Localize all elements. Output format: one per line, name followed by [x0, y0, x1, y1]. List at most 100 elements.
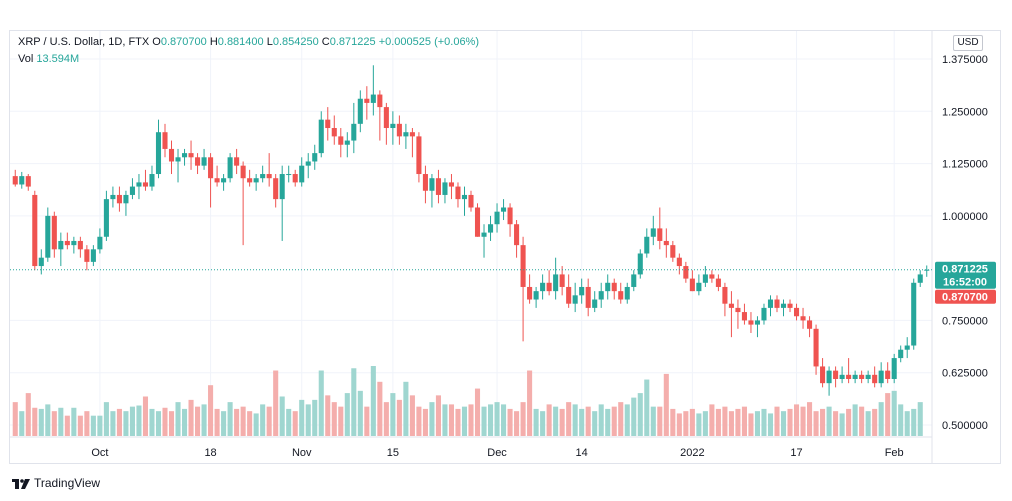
volume-bar	[318, 370, 324, 436]
volume-bar	[90, 415, 96, 436]
candle-body	[208, 157, 214, 179]
candle-body	[650, 228, 656, 237]
volume-bar	[77, 415, 83, 436]
y-axis-tick-label: 1.250000	[942, 106, 988, 118]
volume-bar	[123, 411, 129, 436]
volume-bar	[637, 393, 643, 436]
volume-bar	[195, 406, 201, 436]
x-axis-tick-label: 2022	[680, 447, 704, 459]
volume-bar	[110, 411, 116, 436]
volume-bar	[286, 408, 292, 436]
candle-body	[442, 182, 448, 195]
candle-body	[774, 299, 780, 308]
candle-body	[904, 345, 910, 350]
volume-bar	[129, 406, 135, 436]
candle-body	[702, 274, 708, 283]
volume-bar	[448, 404, 455, 436]
volume-bar	[807, 402, 813, 436]
volume-bar	[175, 402, 181, 436]
x-axis-tick-label: 17	[790, 447, 802, 459]
candle-body	[461, 194, 468, 200]
currency-button[interactable]: USD	[953, 35, 983, 51]
volume-bar	[253, 413, 259, 436]
volume-bar	[598, 404, 604, 436]
volume-bar	[813, 411, 819, 436]
volume-bar	[820, 408, 826, 436]
volume-bar	[761, 408, 767, 436]
open-value: 0.870700	[160, 36, 207, 48]
candle-body	[748, 320, 754, 325]
y-axis-tick-label: 0.750000	[942, 315, 988, 327]
candle-body	[924, 269, 930, 271]
volume-bar	[403, 381, 409, 436]
candle-body	[728, 303, 734, 308]
volume-bar	[312, 399, 318, 436]
volume-bar	[592, 411, 598, 436]
volume-bar	[872, 408, 878, 436]
candlestick-chart[interactable]: 1.375000 1.250000 1.125000 1.000000 0.750000…	[0, 0, 1012, 470]
footer[interactable]: TradingView	[12, 476, 100, 490]
candle-body	[540, 282, 546, 292]
volume-bar	[566, 402, 572, 436]
candle-body	[917, 274, 923, 283]
volume-bar	[292, 411, 298, 436]
candle-body	[188, 153, 194, 158]
candle-body	[533, 291, 539, 300]
volume-bar	[435, 395, 441, 436]
candle-body	[351, 123, 357, 141]
candle-body	[318, 119, 324, 154]
volume-bar	[19, 411, 25, 436]
candle-body	[181, 153, 188, 158]
candle-body	[520, 245, 526, 287]
volume-legend: Vol 13.594M	[18, 53, 79, 65]
y-axis-tick-label: 1.375000	[942, 54, 988, 66]
volume-bar	[416, 406, 422, 436]
candle-body	[455, 186, 461, 200]
volume-bar	[299, 399, 305, 436]
volume-bar	[885, 393, 891, 436]
volume-bar	[514, 411, 520, 436]
change-value: +0.000525 (+0.06%)	[378, 36, 480, 48]
volume-bar	[38, 408, 44, 436]
candle-body	[435, 178, 441, 195]
volume-bar	[25, 393, 31, 436]
candle-body	[383, 107, 389, 129]
candle-body	[338, 136, 344, 145]
candle-body	[71, 240, 77, 246]
candle-body	[644, 236, 650, 254]
candle-body	[494, 211, 500, 225]
candle-body	[826, 370, 832, 384]
volume-bar	[631, 397, 637, 436]
volume-bar	[97, 415, 103, 436]
volume-bar	[201, 404, 207, 436]
y-axis-tick-label: 1.125000	[942, 159, 988, 171]
volume-bar	[904, 411, 910, 436]
volume-bar	[898, 404, 904, 436]
candle-body	[624, 286, 630, 300]
candle-body	[247, 178, 253, 183]
candle-body	[331, 128, 337, 137]
y-axis-tick-label: 1.000000	[942, 211, 988, 223]
candle-body	[253, 178, 259, 183]
last-price-label: 0.871225	[942, 264, 988, 276]
volume-bar	[461, 406, 468, 436]
volume-bar	[234, 408, 240, 436]
volume-bar	[45, 404, 51, 436]
open-price-badge	[935, 289, 996, 304]
volume-bar	[507, 408, 513, 436]
volume-bar	[859, 406, 865, 436]
volume-bar	[683, 411, 689, 436]
volume-bar	[709, 404, 715, 436]
volume-bar	[878, 402, 884, 436]
candle-body	[865, 374, 871, 379]
volume-bar	[12, 402, 18, 436]
candle-body	[780, 303, 787, 308]
volume-bar	[390, 393, 396, 436]
y-axis-tick-label: 0.500000	[942, 420, 988, 432]
last-price-badge[interactable]	[935, 261, 996, 289]
volume-bar	[846, 408, 852, 436]
volume-bar	[214, 408, 220, 436]
x-axis-tick-label: Feb	[885, 447, 904, 459]
volume-bar	[149, 408, 155, 436]
volume-bar	[364, 406, 370, 436]
